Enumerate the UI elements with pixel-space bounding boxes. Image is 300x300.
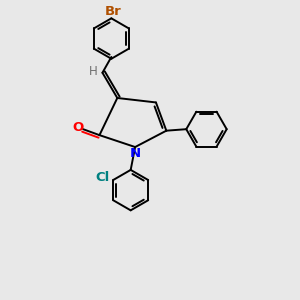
Text: H: H: [89, 65, 98, 78]
Text: Br: Br: [104, 5, 121, 18]
Text: N: N: [130, 147, 141, 160]
Text: O: O: [72, 121, 83, 134]
Text: Cl: Cl: [96, 170, 110, 184]
